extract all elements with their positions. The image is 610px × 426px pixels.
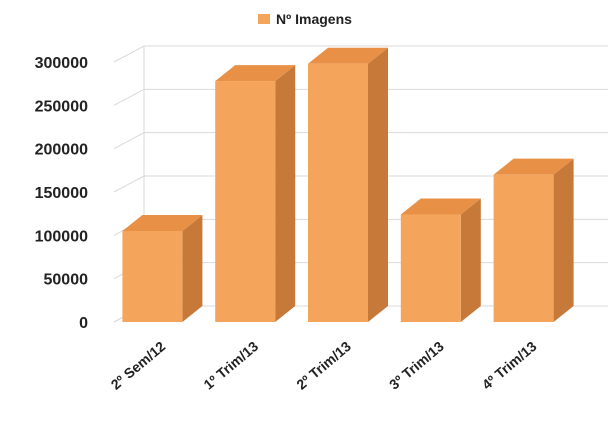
x-tick-label: 4º Trim/13 [479, 338, 540, 393]
bar-top [308, 47, 388, 64]
x-tick-label: 1º Trim/13 [200, 338, 261, 393]
x-tick-label: 2º Trim/13 [293, 338, 354, 393]
bar-top [122, 215, 203, 231]
y-axis-ticks: 0 50000 100000 150000 200000 250000 300000 [35, 55, 88, 332]
bar-side [275, 65, 296, 323]
bar-side [460, 198, 481, 322]
y-tick-label: 0 [79, 315, 88, 332]
x-axis-ticks: 2º Sem/12 1º Trim/13 2º Trim/13 3º Trim/13 4… [108, 338, 540, 393]
y-tick-label: 50000 [44, 272, 89, 289]
legend-swatch [258, 14, 270, 24]
gridline [113, 88, 608, 106]
bar [215, 65, 296, 323]
bar-side [182, 215, 203, 322]
bar [122, 215, 203, 322]
y-tick-label: 250000 [35, 98, 88, 115]
x-tick-label: 2º Sem/12 [108, 338, 169, 393]
bar-top [493, 158, 574, 175]
gridline [113, 132, 608, 150]
legend-label: Nº Imagens [276, 11, 352, 27]
gridline [113, 45, 608, 63]
chart-legend: Nº Imagens [258, 11, 352, 27]
bar-front [308, 63, 368, 322]
bar [308, 47, 388, 322]
bar [400, 198, 481, 322]
bar-front [122, 231, 183, 322]
bar-front [215, 81, 276, 322]
y-tick-label: 200000 [35, 142, 88, 159]
y-tick-label: 100000 [35, 228, 88, 245]
x-tick-label: 3º Trim/13 [386, 338, 447, 393]
bar-side [553, 158, 574, 322]
gridline [113, 175, 608, 193]
bar-front [493, 174, 554, 322]
bar-front [400, 214, 461, 322]
bar [493, 158, 574, 322]
y-tick-label: 150000 [35, 185, 88, 202]
y-tick-label: 300000 [35, 55, 88, 72]
bar-top [215, 65, 296, 82]
bar-top [400, 198, 481, 215]
bar-side [368, 47, 388, 322]
bars [122, 47, 574, 323]
